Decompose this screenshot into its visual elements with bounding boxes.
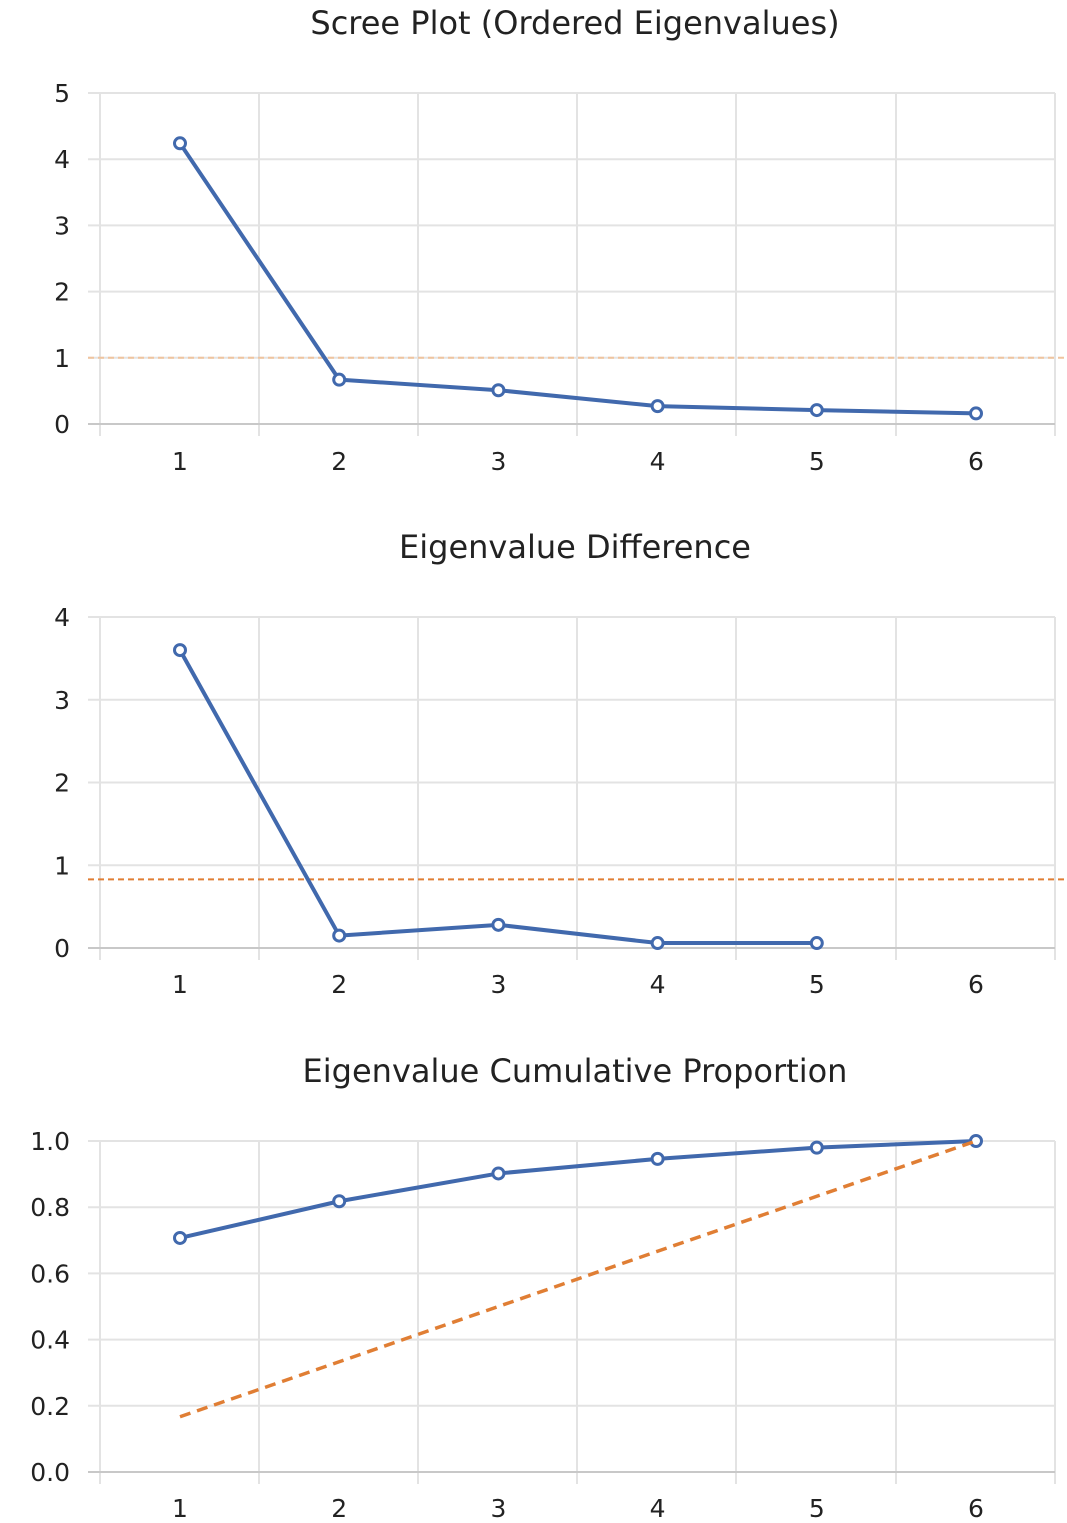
- data-point: [650, 399, 665, 414]
- data-point: [173, 136, 187, 151]
- data-point: [809, 1140, 824, 1155]
- data-point: [809, 403, 824, 418]
- data-point: [173, 643, 187, 658]
- y-tick-label: 0.6: [30, 1259, 70, 1288]
- y-tick-label: 2: [54, 769, 70, 798]
- y-tick-label: 1: [54, 851, 70, 880]
- x-tick-label: 2: [331, 970, 347, 999]
- data-point: [650, 1151, 665, 1166]
- chart-panel-1: Scree Plot (Ordered Eigenvalues) 0 1 2 3 4 5 1 2…: [54, 4, 1067, 476]
- x-tick-label: 4: [650, 447, 666, 476]
- chart-panel-2: Eigenvalue Difference 0 1 2 3 4 1 2 3 4 5 6: [54, 528, 1067, 999]
- y-tick-label: 0.4: [30, 1326, 70, 1355]
- chart-title: Eigenvalue Cumulative Proportion: [303, 1052, 848, 1090]
- y-tick-label: 3: [54, 211, 70, 240]
- chart-title: Eigenvalue Difference: [399, 528, 751, 566]
- data-point: [969, 406, 983, 421]
- x-tick-label: 1: [172, 1494, 188, 1523]
- y-tick-label: 0.2: [30, 1392, 70, 1421]
- data-point: [332, 928, 347, 943]
- data-point: [332, 1194, 347, 1209]
- y-tick-label: 2: [54, 278, 70, 307]
- y-tick-label: 4: [54, 145, 70, 174]
- y-tick-label: 0: [54, 934, 70, 963]
- x-tick-label: 3: [490, 970, 506, 999]
- x-tick-label: 4: [650, 970, 666, 999]
- y-tick-label: 0.8: [30, 1193, 70, 1222]
- x-tick-label: 4: [650, 1494, 666, 1523]
- x-tick-label: 5: [809, 447, 825, 476]
- x-tick-label: 3: [490, 447, 506, 476]
- x-tick-label: 6: [968, 970, 984, 999]
- y-tick-label: 1.0: [30, 1127, 70, 1156]
- data-point: [491, 1166, 506, 1181]
- x-tick-label: 6: [968, 1494, 984, 1523]
- x-tick-label: 2: [331, 447, 347, 476]
- series-line-1: [178, 649, 817, 946]
- chart-title: Scree Plot (Ordered Eigenvalues): [310, 4, 839, 42]
- y-tick-label: 4: [54, 603, 70, 632]
- y-tick-label: 0: [54, 410, 70, 439]
- x-tick-label: 1: [172, 970, 188, 999]
- series-line-1: [178, 142, 977, 416]
- data-point: [650, 936, 665, 951]
- data-point: [332, 372, 347, 387]
- x-tick-label: 2: [331, 1494, 347, 1523]
- data-point: [809, 936, 824, 951]
- y-tick-label: 3: [54, 686, 70, 715]
- y-tick-label: 5: [54, 79, 70, 108]
- y-tick-label: 0.0: [30, 1458, 70, 1487]
- series-line-1: [179, 1139, 977, 1240]
- data-point: [491, 383, 506, 398]
- series-line-2: [179, 1139, 977, 1419]
- chart-panel-3: Eigenvalue Cumulative Proportion 0.0 0.2 0.…: [30, 1052, 1056, 1523]
- x-tick-label: 6: [968, 447, 984, 476]
- x-tick-label: 5: [809, 970, 825, 999]
- x-tick-label: 3: [490, 1494, 506, 1523]
- data-point: [491, 917, 506, 932]
- data-point: [173, 1230, 187, 1245]
- x-tick-label: 1: [172, 447, 188, 476]
- y-tick-label: 1: [54, 344, 70, 373]
- x-tick-label: 5: [809, 1494, 825, 1523]
